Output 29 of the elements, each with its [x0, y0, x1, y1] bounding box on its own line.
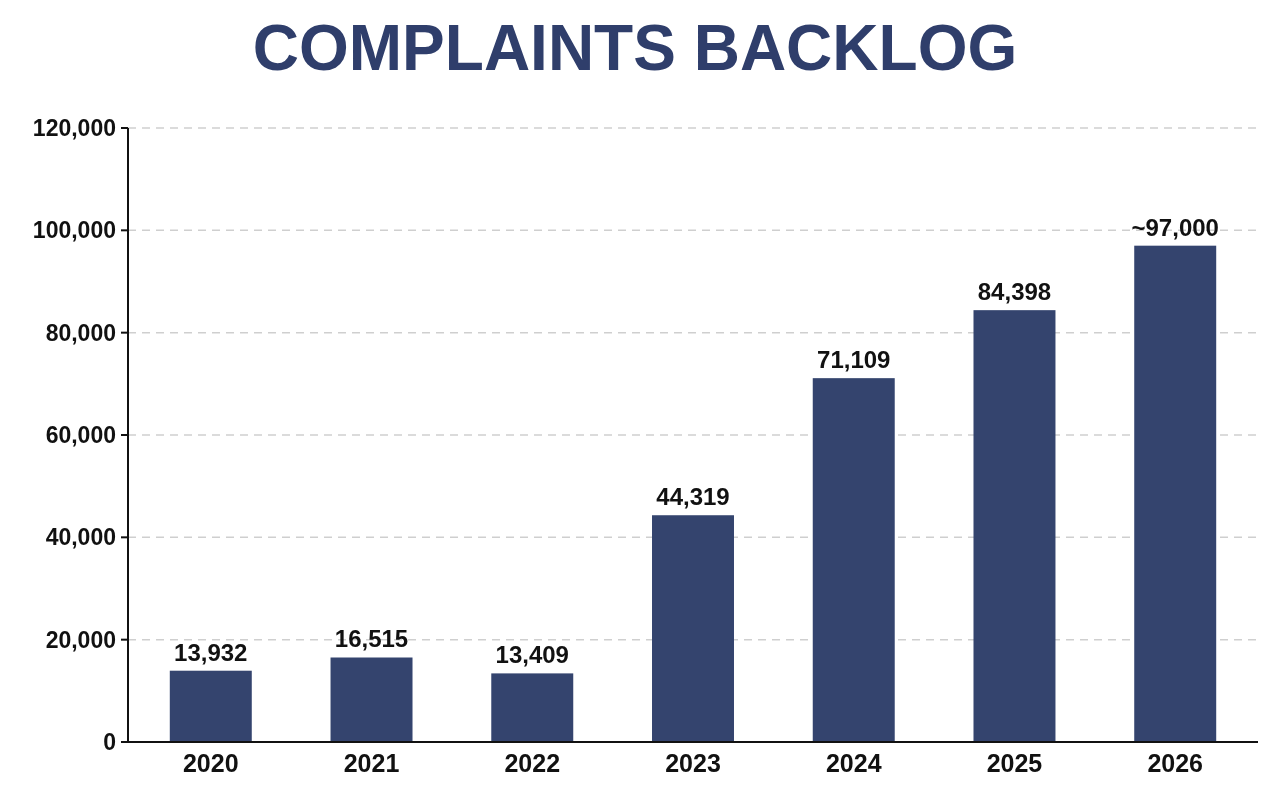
- y-tick-label: 40,000: [45, 524, 116, 551]
- bar: [973, 310, 1056, 742]
- data-label: 71,109: [817, 346, 891, 374]
- data-label: 13,932: [174, 638, 248, 666]
- chart-title: COMPLAINTS BACKLOG: [252, 12, 1018, 84]
- bar: [169, 670, 252, 742]
- data-label: 44,319: [656, 483, 730, 511]
- bar: [491, 673, 574, 742]
- y-tick-label: 100,000: [32, 217, 116, 244]
- y-tick-label: 0: [103, 729, 116, 756]
- data-label: 13,409: [495, 641, 569, 669]
- bar: [330, 657, 413, 742]
- x-tick-label: 2025: [986, 749, 1043, 777]
- x-tick-label: 2020: [182, 749, 239, 777]
- y-tick-label: 20,000: [45, 626, 116, 653]
- x-tick-label: 2023: [665, 749, 721, 777]
- data-label: ~97,000: [1131, 213, 1219, 241]
- x-tick-label: 2022: [504, 749, 561, 777]
- x-tick-label: 2026: [1147, 749, 1204, 777]
- data-label: 16,515: [334, 625, 409, 653]
- bar: [652, 515, 734, 742]
- y-tick-label: 60,000: [45, 422, 116, 449]
- data-label: 84,398: [977, 278, 1052, 306]
- y-tick-label: 120,000: [32, 115, 116, 142]
- bar: [1134, 245, 1217, 742]
- y-tick-label: 80,000: [45, 319, 116, 346]
- x-tick-label: 2024: [825, 749, 882, 777]
- bar: [812, 378, 895, 742]
- x-tick-label: 2021: [343, 749, 400, 777]
